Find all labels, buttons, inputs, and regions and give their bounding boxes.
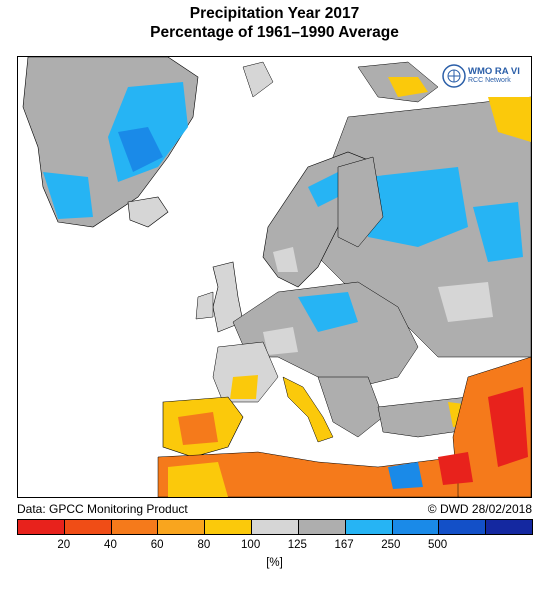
legend-swatch — [111, 520, 159, 534]
map-canvas — [18, 57, 531, 497]
legend-swatch — [486, 520, 532, 534]
central-europe — [232, 281, 419, 388]
legend-tick-label: 167 — [334, 539, 354, 551]
iceland — [127, 196, 169, 228]
legend-swatch — [18, 520, 65, 534]
legend-tick-label: 40 — [104, 539, 117, 551]
legend-swatch — [64, 520, 112, 534]
legend-swatch — [205, 520, 253, 534]
map-subtitle: Percentage of 1961–1990 Average — [150, 24, 399, 41]
legend-tick-label: 60 — [150, 539, 164, 551]
precipitation-map: WMO RA VI RCC Network — [17, 56, 532, 498]
uk — [212, 261, 244, 333]
legend-swatch — [298, 520, 346, 534]
wmo-emblem-icon — [442, 64, 466, 88]
legend-tick-label: 80 — [197, 539, 211, 551]
legend-tick-label: 500 — [427, 539, 448, 551]
legend-tick-label: 100 — [241, 539, 261, 551]
legend-swatch — [345, 520, 393, 534]
legend-tick-label: 20 — [57, 539, 71, 551]
logo-line1: WMO RA VI — [468, 66, 520, 77]
data-source: Data: GPCC Monitoring Product — [17, 502, 188, 516]
map-title: Precipitation Year 2017 — [189, 5, 360, 22]
wmo-logo: WMO RA VI RCC Network — [442, 60, 528, 92]
legend-swatch — [158, 520, 206, 534]
legend-swatch — [252, 520, 299, 534]
logo-line2: RCC Network — [468, 77, 511, 84]
legend-unit: [%] — [266, 557, 283, 569]
color-legend — [17, 519, 533, 535]
legend-swatch — [392, 520, 440, 534]
legend-tick-label: 250 — [381, 539, 401, 551]
credit-label: © DWD 28/02/2018 — [427, 502, 532, 516]
legend-swatch — [439, 520, 487, 534]
legend-tick-label: 125 — [287, 539, 307, 551]
